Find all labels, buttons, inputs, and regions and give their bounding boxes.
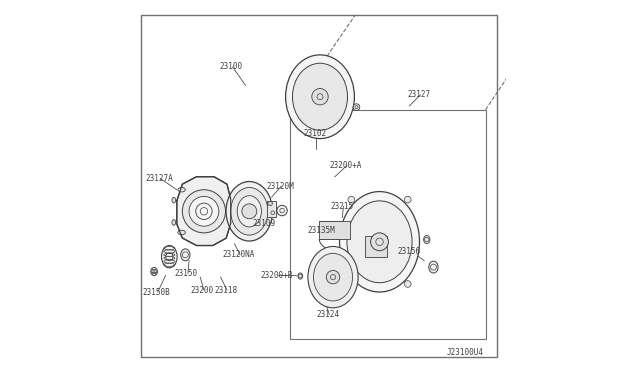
Ellipse shape [237,196,261,227]
Text: J23100U4: J23100U4 [447,348,483,357]
Circle shape [312,89,328,105]
Ellipse shape [161,246,177,268]
Circle shape [353,104,360,110]
Text: 23118: 23118 [214,286,237,295]
Ellipse shape [424,235,430,244]
Circle shape [242,204,257,219]
Text: 23200+B: 23200+B [260,271,293,280]
Text: 23127: 23127 [408,90,431,99]
Text: 23109: 23109 [252,219,275,228]
Circle shape [326,270,340,284]
Text: 23200+A: 23200+A [330,161,362,170]
Text: 23150: 23150 [175,269,198,278]
Ellipse shape [226,182,273,241]
Circle shape [348,196,355,203]
Circle shape [404,196,411,203]
Bar [365,236,387,257]
Text: 23102: 23102 [303,129,326,138]
Text: 23150B: 23150B [143,288,170,296]
Ellipse shape [292,63,348,130]
Ellipse shape [285,55,355,139]
Text: 23100: 23100 [220,62,243,71]
Text: 23215: 23215 [330,202,353,211]
Bar [319,221,349,239]
Text: 23156: 23156 [397,247,420,256]
Text: 23127A: 23127A [145,174,173,183]
Text: 23200: 23200 [191,286,214,295]
Ellipse shape [340,192,419,292]
Ellipse shape [308,247,358,308]
Ellipse shape [429,261,438,273]
Circle shape [277,205,287,216]
Polygon shape [177,177,231,246]
Bar [267,201,276,217]
Ellipse shape [178,230,186,235]
Ellipse shape [314,253,353,301]
Ellipse shape [172,219,175,225]
Circle shape [189,196,219,226]
Text: 23124: 23124 [316,310,339,319]
Ellipse shape [178,187,186,192]
Text: 23120M: 23120M [266,182,294,190]
Circle shape [182,190,225,233]
Ellipse shape [298,273,303,279]
Circle shape [404,280,411,287]
Text: 23135M: 23135M [307,226,335,235]
Ellipse shape [172,197,175,203]
Circle shape [348,280,355,287]
Text: 23120NA: 23120NA [223,250,255,259]
Ellipse shape [231,187,268,235]
Circle shape [371,233,388,251]
Ellipse shape [180,249,190,261]
Ellipse shape [347,201,412,283]
Circle shape [268,201,273,206]
Bar [291,110,486,339]
